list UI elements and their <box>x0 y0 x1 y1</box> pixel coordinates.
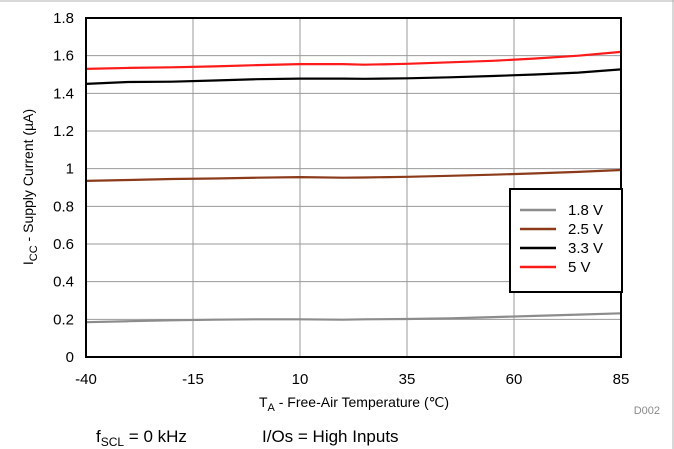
fscl-sub: SCL <box>101 435 125 449</box>
y-tick-label-9: 1.8 <box>53 10 74 27</box>
y-tick-label-7: 1.4 <box>53 85 74 102</box>
x-axis-label-rest: - Free-Air Temperature (℃) <box>275 394 449 410</box>
legend-label-1: 2.5 V <box>568 221 603 238</box>
y-tick-label-0: 0 <box>66 349 74 366</box>
x-tick-label-4: 60 <box>506 371 523 388</box>
series-lines <box>85 50 622 324</box>
y-tick-label-5: 1 <box>66 161 74 178</box>
x-axis-label: TA - Free-Air Temperature (℃) <box>259 394 449 414</box>
fscl-main: f <box>96 427 101 446</box>
y-tick-label-3: 0.6 <box>53 236 74 253</box>
y-axis-label-sub: CC <box>28 245 40 261</box>
y-tick-label-6: 1.2 <box>53 123 74 140</box>
legend-label-0: 1.8 V <box>568 202 603 219</box>
x-axis-label-main: T <box>259 394 268 410</box>
legend-label-3: 5 V <box>568 259 591 276</box>
x-axis-label-sub: A <box>268 402 276 414</box>
x-tick-labels: -40 -15 10 35 60 85 <box>75 371 629 388</box>
fscl-rest: = 0 kHz <box>124 427 187 446</box>
series-line-3-3V <box>85 68 622 85</box>
y-axis-label-rest: - Supply Current (µA) <box>20 109 36 245</box>
x-tick-label-5: 85 <box>613 371 630 388</box>
y-tick-label-2: 0.4 <box>53 274 74 291</box>
x-tick-label-2: 10 <box>292 371 309 388</box>
ios-condition: I/Os = High Inputs <box>262 427 399 446</box>
figure-code: D002 <box>634 405 660 417</box>
y-tick-label-8: 1.6 <box>53 48 74 65</box>
fscl-condition: fSCL = 0 kHz <box>96 427 187 449</box>
y-tick-label-1: 0.2 <box>53 311 74 328</box>
series-line-1-8V <box>85 312 622 324</box>
plot-border <box>85 17 622 358</box>
x-tick-label-1: -15 <box>182 371 204 388</box>
legend: 1.8 V 2.5 V 3.3 V 5 V <box>509 188 623 293</box>
series-line-2-5V <box>85 168 622 182</box>
y-axis-label-main: I <box>20 261 36 265</box>
series-line-5V <box>85 50 622 70</box>
y-axis-label: ICC - Supply Current (µA) <box>20 109 40 265</box>
y-tick-label-4: 0.8 <box>53 198 74 215</box>
legend-label-2: 3.3 V <box>568 240 603 257</box>
x-tick-label-3: 35 <box>399 371 416 388</box>
x-tick-label-0: -40 <box>75 371 97 388</box>
legend-box <box>509 188 623 293</box>
y-tick-labels: 0 0.2 0.4 0.6 0.8 1 1.2 1.4 1.6 1.8 <box>53 10 74 366</box>
grid-lines <box>85 17 622 358</box>
